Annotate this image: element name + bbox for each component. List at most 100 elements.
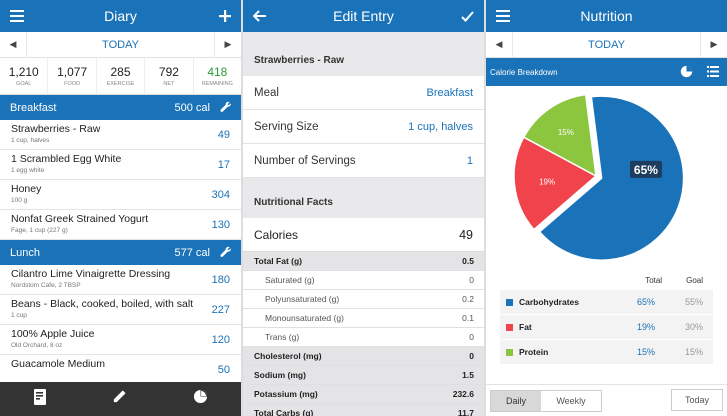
fact-value: 11.7 (457, 408, 474, 416)
menu-icon[interactable] (10, 0, 24, 32)
servings-label: Number of Servings (254, 154, 356, 167)
divider (484, 0, 486, 416)
spacer (243, 32, 484, 46)
macro-legend: Total Goal Carbohydrates 65% 55% Fat 19% 30% P… (500, 270, 713, 365)
date-nav: ◀ TODAY ▶ (486, 31, 727, 58)
meal-row[interactable]: Meal Breakfast (243, 76, 484, 110)
pie-chart-icon[interactable] (193, 389, 208, 409)
legend-name: Fat (519, 322, 532, 332)
fact-value: 0 (469, 351, 474, 361)
fact-row: Saturated (g) 0 (243, 271, 484, 290)
food-calories: 49 (217, 129, 230, 141)
summary-label: FOOD (64, 81, 81, 87)
back-arrow-icon[interactable] (253, 0, 266, 32)
calorie-breakdown-bar: Calorie Breakdown (486, 58, 727, 86)
serving-size-row[interactable]: Serving Size 1 cup, halves (243, 110, 484, 144)
fact-label: Total Fat (g) (254, 256, 302, 266)
fact-label: Potassium (mg) (254, 389, 318, 399)
food-item[interactable]: Strawberries - Raw 1 cup, halves 49 (0, 120, 241, 150)
diary-book-icon[interactable] (33, 388, 47, 410)
food-name: Strawberries - Raw (243, 46, 484, 76)
meal-value[interactable]: Breakfast (426, 86, 473, 99)
summary-value: 285 (110, 65, 131, 79)
food-serving: Old Orchard, 8 oz (11, 342, 63, 349)
food-item[interactable]: 100% Apple Juice Old Orchard, 8 oz 120 (0, 325, 241, 355)
pencil-icon[interactable] (112, 389, 127, 409)
lunch-list: Cilantro Lime Vinaigrette Dressing Nordst… (0, 265, 241, 385)
add-icon[interactable] (219, 0, 231, 32)
pie-label-bg (629, 160, 662, 178)
next-day-icon[interactable]: ▶ (710, 39, 718, 49)
food-name: 100% Apple Juice (11, 328, 95, 340)
meal-header-breakfast[interactable]: Breakfast 500 cal (0, 95, 241, 120)
legend-name: Protein (519, 347, 549, 357)
fact-label: Monounsaturated (g) (265, 313, 344, 323)
check-icon[interactable] (461, 0, 474, 32)
calorie-summary: 1,210 GOAL 1,077 FOOD 285 EXERCISE 792 NET 418 RE… (0, 58, 241, 95)
date-label[interactable]: TODAY (512, 31, 701, 58)
weekly-tab[interactable]: Weekly (556, 396, 586, 406)
legend-swatch (506, 348, 513, 356)
meal-name: Breakfast (10, 101, 57, 114)
food-item[interactable]: Honey 100 g 304 (0, 180, 241, 210)
legend-goal: 30% (685, 322, 704, 332)
calories-value: 49 (459, 227, 473, 242)
prev-day-icon[interactable]: ◀ (495, 39, 503, 49)
pie-chart-icon[interactable] (680, 65, 693, 80)
meal-calories: 500 cal (174, 101, 210, 114)
food-item[interactable]: Guacamole Medium 50 (0, 355, 241, 385)
serving-size-value[interactable]: 1 cup, halves (408, 120, 473, 133)
diary-screen: Diary ◀ TODAY ▶ 1,210 GOAL 1,077 FOOD 285 EXE… (0, 0, 241, 416)
food-item[interactable]: 1 Scrambled Egg White 1 egg white 17 (0, 150, 241, 180)
food-item[interactable]: Beans - Black, cooked, boiled, with salt… (0, 295, 241, 325)
legend-header: Total Goal (500, 270, 713, 290)
daily-tab[interactable]: Daily (491, 391, 541, 411)
fact-value: 0.1 (462, 313, 474, 323)
list-icon[interactable] (707, 65, 719, 79)
date-nav: ◀ TODAY ▶ (0, 31, 241, 58)
menu-icon[interactable] (496, 0, 510, 32)
wrench-icon[interactable] (220, 246, 231, 260)
legend-total: 65% (637, 297, 656, 307)
pie-label-fat: 19% (539, 177, 555, 186)
goal-heading: Goal (686, 275, 703, 285)
summary-value: 1,077 (57, 65, 88, 79)
food-serving: Fage, 1 cup (227 g) (11, 227, 68, 234)
summary-value: 792 (158, 65, 179, 79)
wrench-icon[interactable] (220, 101, 231, 115)
prev-day-icon[interactable]: ◀ (9, 39, 17, 49)
legend-total: 15% (637, 347, 656, 357)
servings-row[interactable]: Number of Servings 1 (243, 144, 484, 178)
date-label[interactable]: TODAY (26, 31, 215, 58)
facts-list: Total Fat (g) 0.5 Saturated (g) 0 Polyunsatu… (243, 252, 484, 416)
nutrition-title: Nutrition (580, 8, 633, 24)
breakfast-list: Strawberries - Raw 1 cup, halves 49 1 Scram… (0, 120, 241, 240)
legend-swatch (506, 298, 513, 306)
food-serving: 1 cup (11, 312, 27, 319)
next-day-icon[interactable]: ▶ (224, 39, 232, 49)
fact-value: 232.6 (452, 389, 474, 399)
food-calories: 180 (211, 274, 230, 286)
fact-label: Polyunsaturated (g) (265, 294, 340, 304)
fact-row: Sodium (mg) 1.5 (243, 366, 484, 385)
nutritional-facts-heading: Nutritional Facts (243, 188, 484, 218)
summary-cell: 792 NET (145, 58, 194, 94)
total-heading: Total (645, 275, 663, 285)
fact-row: Total Carbs (g) 11.7 (243, 404, 484, 416)
fact-label: Total Carbs (g) (254, 408, 314, 416)
food-name: Beans - Black, cooked, boiled, with salt (11, 298, 194, 310)
today-button[interactable]: Today (671, 389, 723, 411)
food-serving: Nordstom Cafe, 2 TBSP (11, 282, 81, 289)
food-calories: 17 (217, 159, 230, 171)
meal-header-lunch[interactable]: Lunch 577 cal (0, 240, 241, 265)
servings-value[interactable]: 1 (466, 154, 473, 167)
food-serving: 1 egg white (11, 167, 45, 174)
food-calories: 120 (211, 334, 230, 346)
edit-topbar: Edit Entry (243, 0, 484, 32)
bottom-nav (0, 382, 241, 416)
fact-row: Total Fat (g) 0.5 (243, 252, 484, 271)
food-item[interactable]: Nonfat Greek Strained Yogurt Fage, 1 cup … (0, 210, 241, 240)
diary-title: Diary (104, 8, 137, 24)
food-item[interactable]: Cilantro Lime Vinaigrette Dressing Nordst… (0, 265, 241, 295)
period-toolbar: Daily Weekly Today (486, 384, 727, 416)
